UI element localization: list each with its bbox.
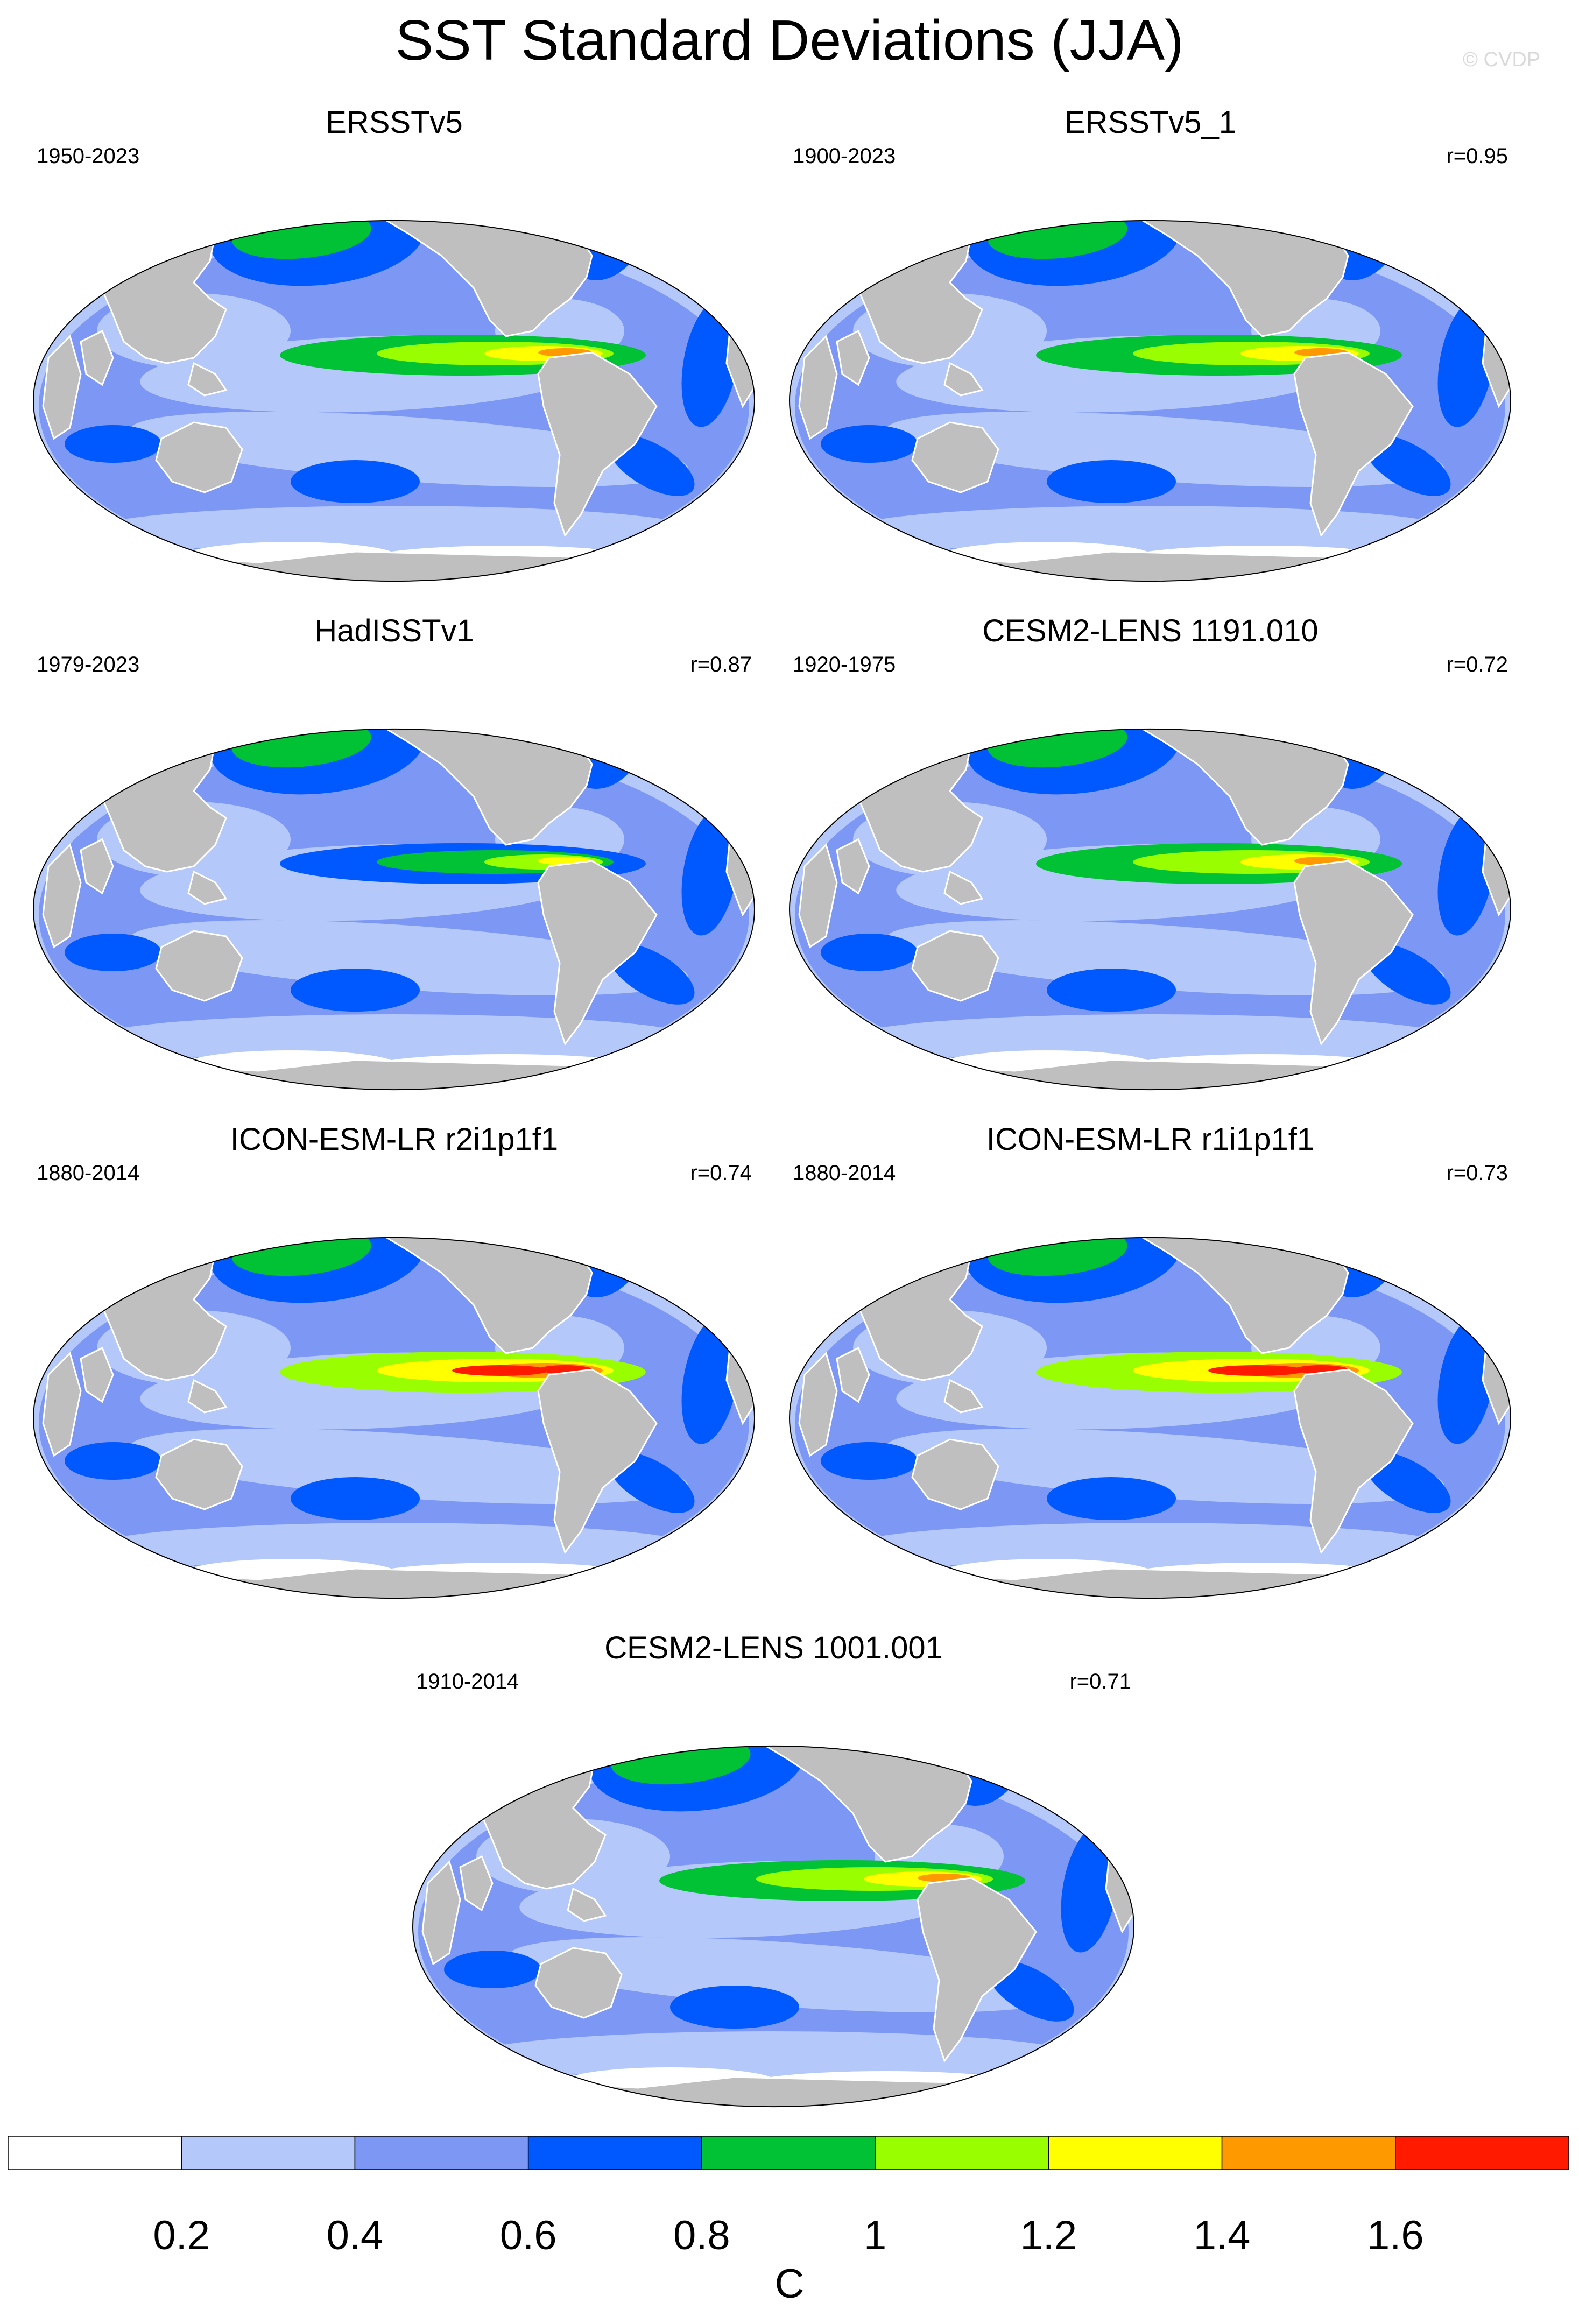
colorbar [8,2136,1569,2170]
map-figure [32,1237,756,1599]
map-figure [412,1746,1135,2107]
panel-years: 1880-2014 [793,1161,896,1185]
colorbar-tick-label: 1 [863,2213,887,2258]
panel-years: 1920-1975 [793,653,896,676]
colorbar-tick-label: 0.8 [673,2213,730,2258]
credit-label: © CVDP [1463,48,1541,71]
colorbar-swatch [181,2136,356,2170]
colorbar-swatch [8,2136,182,2170]
panel-title: CESM2-LENS 1001.001 [604,1630,943,1665]
panel-correlation: r=0.74 [690,1161,752,1185]
colorbar-tick-label: 0.6 [499,2213,557,2258]
map-figure [788,729,1512,1090]
panel-correlation: r=0.95 [1446,144,1508,168]
panel-title: CESM2-LENS 1191.010 [982,613,1319,648]
colorbar-tick-label: 1.2 [1020,2213,1077,2258]
panel-correlation: r=0.73 [1446,1161,1508,1185]
colorbar-tick-label: 0.2 [153,2213,210,2258]
map-panel-icon-r2i1p1f1: ICON-ESM-LR r2i1p1f1 1880-2014 r=0.74 [32,1122,756,1612]
map-figure [32,729,756,1090]
panel-title: ICON-ESM-LR r1i1p1f1 [986,1122,1315,1157]
panel-correlation: r=0.71 [1069,1670,1131,1693]
map-panel-ersstv5-1: ERSSTv5_1 1900-2023 r=0.95 [788,105,1512,595]
panel-years: 1910-2014 [416,1670,519,1693]
map-panel-cesm2-1001: CESM2-LENS 1001.001 1910-2014 r=0.71 [412,1630,1136,2120]
panel-title: ERSSTv5 [326,105,463,140]
panel-years: 1979-2023 [37,653,140,676]
panel-years: 1900-2023 [793,144,896,168]
panel-title: ICON-ESM-LR r2i1p1f1 [230,1122,559,1157]
colorbar-tick-label: 0.4 [326,2213,384,2258]
map-figure [788,1237,1512,1599]
panel-years: 1880-2014 [37,1161,140,1185]
colorbar-swatch [1221,2136,1396,2170]
colorbar-tick-label: 1.6 [1366,2213,1424,2258]
panel-years: 1950-2023 [37,144,140,168]
colorbar-unit: C [774,2261,805,2307]
panel-correlation: r=0.87 [690,653,752,676]
map-panel-hadisstv1: HadISSTv1 1979-2023 r=0.87 [32,613,756,1103]
map-panel-ersstv5: ERSSTv5 1950-2023 [32,105,756,595]
map-figure [788,220,1512,582]
colorbar-swatch [354,2136,529,2170]
panel-correlation: r=0.72 [1446,653,1508,676]
colorbar-swatch [701,2136,876,2170]
map-panel-icon-r1i1p1f1: ICON-ESM-LR r1i1p1f1 1880-2014 r=0.73 [788,1122,1512,1612]
colorbar-swatch [1395,2136,1569,2170]
panel-title: HadISSTv1 [314,613,474,648]
map-figure [32,220,756,582]
colorbar-swatch [1048,2136,1223,2170]
colorbar-swatch [875,2136,1049,2170]
panel-title: ERSSTv5_1 [1064,105,1237,140]
figure-title: SST Standard Deviations (JJA) [395,9,1184,72]
map-panel-cesm2-1191: CESM2-LENS 1191.010 1920-1975 r=0.72 [788,613,1512,1103]
colorbar-tick-label: 1.4 [1193,2213,1251,2258]
colorbar-swatch [527,2136,702,2170]
